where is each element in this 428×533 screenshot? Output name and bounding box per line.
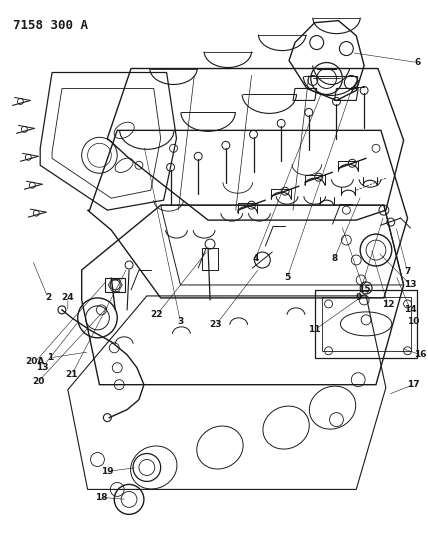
Text: 6: 6: [414, 58, 421, 67]
Text: 9: 9: [355, 294, 361, 302]
Bar: [315, 290, 417, 358]
Text: 20: 20: [32, 377, 45, 386]
Text: 12: 12: [382, 301, 394, 309]
Text: 13: 13: [404, 280, 417, 289]
Text: 17: 17: [407, 380, 420, 389]
Text: 19: 19: [101, 467, 114, 476]
Text: 14: 14: [404, 305, 417, 314]
Text: 18: 18: [95, 493, 108, 502]
Text: 13: 13: [36, 363, 48, 372]
Bar: [105, 278, 125, 292]
Bar: [202, 248, 218, 270]
Text: 5: 5: [284, 273, 290, 282]
Text: 15: 15: [358, 286, 370, 294]
Text: 7158 300 A: 7158 300 A: [12, 19, 88, 31]
Text: 1: 1: [47, 353, 53, 362]
Text: 8: 8: [331, 254, 338, 263]
Text: 3: 3: [177, 317, 184, 326]
Text: 21: 21: [65, 370, 78, 379]
Text: 20A: 20A: [26, 357, 45, 366]
Text: 24: 24: [62, 294, 74, 302]
Text: 7: 7: [404, 268, 411, 277]
Text: 23: 23: [210, 320, 222, 329]
Text: 4: 4: [252, 254, 259, 263]
Text: 11: 11: [309, 325, 321, 334]
Text: 16: 16: [414, 350, 427, 359]
Text: 2: 2: [45, 294, 51, 302]
Text: 22: 22: [151, 310, 163, 319]
Bar: [322, 297, 410, 351]
Text: 10: 10: [407, 317, 420, 326]
